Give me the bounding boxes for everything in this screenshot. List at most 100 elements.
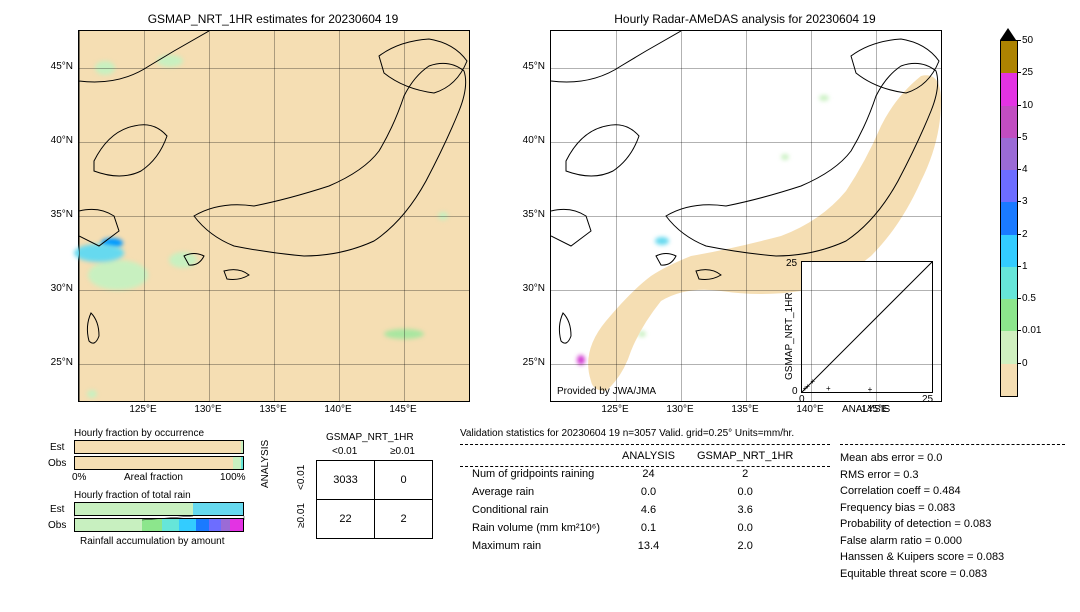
gridline-v [144, 31, 145, 401]
stat-line: RMS error = 0.3 [840, 467, 1004, 484]
ytick-label: 45°N [505, 61, 545, 72]
xtick-label: 140°E [318, 404, 358, 415]
figure-root: GSMAP_NRT_1HR estimates for 20230604 19 … [0, 0, 1080, 612]
gridline-v [404, 31, 405, 401]
stat-line: Probability of detection = 0.083 [840, 516, 1004, 533]
colorbar-segment [1001, 267, 1017, 299]
validation-panel: Validation statistics for 20230604 19 n=… [460, 428, 1070, 608]
ytick-label: 25°N [33, 357, 73, 368]
hourly-fraction-panel: Hourly fraction by occurrence Est Obs 0%… [60, 428, 280, 608]
left-map [78, 30, 470, 402]
ytick-label: 40°N [505, 135, 545, 146]
fraction-seg [241, 457, 243, 469]
cont-cell-10: 22 [317, 500, 375, 539]
colorbar-tickmark [1017, 169, 1021, 170]
axis-left: 0% [72, 472, 86, 483]
xtick-label: 135°E [725, 404, 765, 415]
colorbar-segment [1001, 106, 1017, 138]
fraction-seg [241, 441, 243, 453]
colorbar-segment [1001, 41, 1017, 73]
scatter-tick: 25 [922, 394, 933, 405]
gridline-v [811, 31, 812, 401]
dashed-top [460, 444, 830, 445]
tot-title: Hourly fraction of total rain [74, 490, 191, 501]
xtick-label: 125°E [123, 404, 163, 415]
cont-cell-11: 2 [375, 500, 433, 539]
gridline-v [339, 31, 340, 401]
scatter-point: + [868, 388, 871, 391]
val-label: Rain volume (mm km²10⁶) [462, 520, 610, 536]
obs-label-2: Obs [48, 520, 66, 531]
tot-link-lines [74, 502, 274, 532]
cont-col-header: GSMAP_NRT_1HR [326, 432, 414, 443]
ytick-label: 30°N [505, 283, 545, 294]
right-map: Provided by JWA/JMA +++++025025ANALYSISG… [550, 30, 942, 402]
occ-title: Hourly fraction by occurrence [74, 428, 204, 439]
ytick-label: 40°N [33, 135, 73, 146]
cont-cell-01: 0 [375, 461, 433, 500]
ytick-label: 30°N [33, 283, 73, 294]
fraction-seg [75, 457, 233, 469]
val-label: Conditional rain [462, 502, 610, 518]
colorbar-tickmark [1017, 201, 1021, 202]
stat-line: False alarm ratio = 0.000 [840, 533, 1004, 550]
stat-line: Correlation coeff = 0.484 [840, 483, 1004, 500]
xtick-label: 130°E [188, 404, 228, 415]
scatter-ylabel: GSMAP_NRT_1HR [784, 292, 795, 380]
validation-table: ANALYSIS GSMAP_NRT_1HR Num of gridpoints… [460, 446, 805, 556]
gridline-v [876, 31, 877, 401]
colorbar-tickmark [1017, 234, 1021, 235]
ytick-label: 45°N [33, 61, 73, 72]
colorbar-tickmark [1017, 298, 1021, 299]
validation-row: Num of gridpoints raining242 [462, 466, 803, 482]
xtick-label: 135°E [253, 404, 293, 415]
colorbar-tick: 4 [1022, 164, 1062, 175]
cont-row1: ≥0.01 [296, 503, 307, 528]
ytick-label: 25°N [505, 357, 545, 368]
dashed-right [840, 444, 1065, 445]
stats-list: Mean abs error = 0.0RMS error = 0.3Corre… [840, 450, 1004, 582]
colorbar-tickmark [1017, 266, 1021, 267]
colorbar-tick: 3 [1022, 196, 1062, 207]
gridline-v [616, 31, 617, 401]
scatter-tick: 0 [792, 386, 798, 397]
colorbar-tickmark [1017, 137, 1021, 138]
val-label: Average rain [462, 484, 610, 500]
colorbar-segment [1001, 331, 1017, 363]
colorbar-tickmark [1017, 40, 1021, 41]
stat-line: Frequency bias = 0.083 [840, 500, 1004, 517]
colorbar-segment [1001, 170, 1017, 202]
val-b: 0.0 [687, 484, 803, 500]
fraction-seg [233, 457, 241, 469]
occ-est-bar [74, 440, 244, 454]
val-b: 2 [687, 466, 803, 482]
validation-row: Average rain0.00.0 [462, 484, 803, 500]
obs-label-1: Obs [48, 458, 66, 469]
val-a: 0.1 [612, 520, 685, 536]
colorbar-tick: 10 [1022, 100, 1062, 111]
xtick-label: 145°E [855, 404, 895, 415]
colorbar-segment [1001, 235, 1017, 267]
cont-col1: ≥0.01 [390, 446, 415, 457]
xtick-label: 145°E [383, 404, 423, 415]
colorbar-segment [1001, 364, 1017, 396]
fraction-seg [75, 441, 241, 453]
axis-right: 100% [220, 472, 246, 483]
colorbar-tickmark [1017, 105, 1021, 106]
scatter-point: + [826, 387, 829, 390]
colorbar-top-triangle [1000, 28, 1016, 40]
val-col1: ANALYSIS [612, 448, 685, 464]
contingency-table: 3033 0 22 2 [316, 460, 433, 539]
colorbar-segment [1001, 138, 1017, 170]
colorbar-tickmark [1017, 72, 1021, 73]
validation-row: Maximum rain13.42.0 [462, 538, 803, 554]
xtick-label: 140°E [790, 404, 830, 415]
colorbar-tick: 50 [1022, 35, 1062, 46]
colorbar-tick: 0.5 [1022, 293, 1062, 304]
val-label: Maximum rain [462, 538, 610, 554]
colorbar-tick: 2 [1022, 229, 1062, 240]
dashed-mid [460, 466, 830, 467]
validation-row: Rain volume (mm km²10⁶)0.10.0 [462, 520, 803, 536]
colorbar-tickmark [1017, 363, 1021, 364]
xtick-label: 125°E [595, 404, 635, 415]
